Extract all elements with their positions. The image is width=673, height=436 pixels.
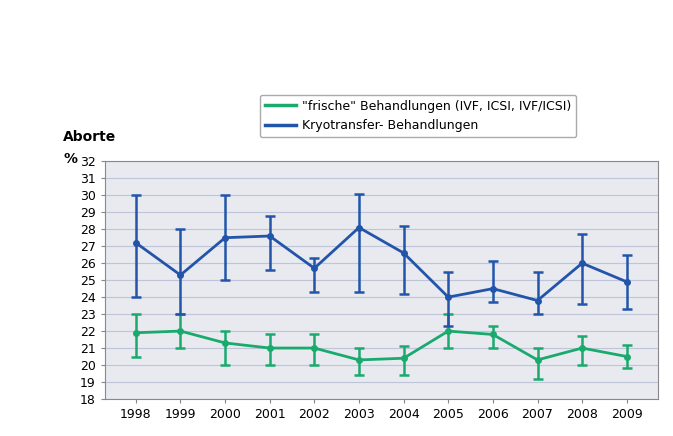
Text: %: %	[63, 152, 77, 166]
Text: Aborte: Aborte	[63, 130, 116, 144]
Legend: "frische" Behandlungen (IVF, ICSI, IVF/ICSI), Kryotransfer- Behandlungen: "frische" Behandlungen (IVF, ICSI, IVF/I…	[260, 95, 576, 137]
